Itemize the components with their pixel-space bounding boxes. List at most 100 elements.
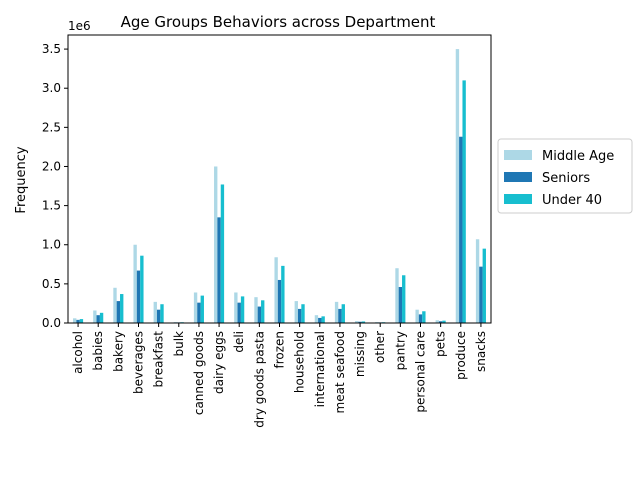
bar-under-40-deli bbox=[240, 296, 245, 323]
legend: Middle Age Seniors Under 40 bbox=[497, 138, 633, 214]
bar-seniors-personal-care bbox=[418, 314, 423, 323]
bar-seniors-frozen bbox=[277, 279, 282, 323]
bar-middle-age-babies bbox=[93, 310, 97, 323]
x-tick-label: missing bbox=[353, 331, 367, 377]
bar-under-40-international bbox=[321, 316, 325, 323]
bar-under-40-household bbox=[301, 304, 305, 323]
y-tick-label: 3.5 bbox=[42, 42, 61, 56]
bar-middle-age-snacks bbox=[475, 239, 480, 323]
y-tick-label: 2.0 bbox=[42, 159, 61, 173]
bar-middle-age-pets bbox=[435, 320, 439, 323]
bar-under-40-bakery bbox=[120, 294, 124, 323]
x-tick-label: pets bbox=[434, 331, 448, 357]
bar-under-40-beverages bbox=[140, 255, 144, 323]
x-tick-label: pantry bbox=[393, 331, 407, 370]
bar-under-40-meat-seafood bbox=[341, 304, 345, 323]
bar-seniors-dry-goods-pasta bbox=[257, 306, 262, 323]
legend-label: Seniors bbox=[542, 171, 590, 186]
y-tick-label: 0.0 bbox=[42, 316, 61, 330]
bar-seniors-missing bbox=[358, 321, 362, 323]
bar-under-40-snacks bbox=[482, 248, 486, 323]
bar-middle-age-canned-goods bbox=[193, 292, 198, 323]
bar-middle-age-beverages bbox=[133, 244, 137, 323]
y-tick-label: 1.5 bbox=[42, 199, 61, 213]
bar-seniors-pets bbox=[438, 321, 443, 323]
bar-middle-age-meat-seafood bbox=[334, 301, 339, 323]
legend-label: Under 40 bbox=[542, 193, 602, 208]
bar-middle-age-international bbox=[314, 315, 319, 323]
y-axis-ticks: 0.0 0.5 1.0 1.5 2.0 2.5 3.0 3.5 bbox=[42, 42, 68, 330]
x-tick-label: bulk bbox=[172, 331, 186, 357]
x-tick-label: babies bbox=[91, 331, 105, 371]
x-tick-label: alcohol bbox=[71, 331, 85, 374]
y-axis-label: Frequency bbox=[14, 146, 29, 213]
bar-seniors-produce bbox=[459, 136, 463, 323]
bar-seniors-deli bbox=[237, 302, 241, 323]
x-tick-label: produce bbox=[454, 331, 468, 380]
bar-under-40-dry-goods-pasta bbox=[261, 300, 265, 323]
x-tick-label: household bbox=[293, 331, 307, 393]
bar-seniors-international bbox=[318, 317, 322, 323]
bars-layer bbox=[73, 49, 486, 324]
bar-middle-age-personal-care bbox=[415, 309, 419, 323]
bar-under-40-babies bbox=[99, 312, 104, 323]
x-tick-label: breakfast bbox=[152, 331, 166, 388]
bar-seniors-household bbox=[297, 308, 302, 323]
x-tick-label: deli bbox=[232, 331, 246, 353]
y-tick-label: 2.5 bbox=[42, 120, 61, 134]
bar-under-40-breakfast bbox=[160, 304, 164, 323]
x-tick-label: frozen bbox=[273, 331, 287, 369]
legend-swatch bbox=[504, 194, 532, 204]
x-tick-label: personal care bbox=[414, 331, 428, 413]
bar-under-40-personal-care bbox=[422, 311, 426, 323]
x-tick-label: canned goods bbox=[192, 331, 206, 415]
bar-seniors-snacks bbox=[479, 266, 483, 323]
x-tick-label: other bbox=[373, 331, 387, 363]
bar-middle-age-dry-goods-pasta bbox=[254, 297, 258, 323]
bar-middle-age-pantry bbox=[395, 268, 399, 323]
bar-under-40-pets bbox=[442, 320, 446, 323]
bar-middle-age-deli bbox=[234, 292, 238, 323]
bar-under-40-canned-goods bbox=[200, 295, 204, 323]
x-tick-label: bakery bbox=[111, 331, 125, 372]
bar-under-40-dairy-eggs bbox=[220, 184, 225, 323]
y-axis-scale-label: 1e6 bbox=[68, 19, 91, 33]
x-tick-label: dry goods pasta bbox=[252, 331, 266, 428]
bar-middle-age-bakery bbox=[113, 287, 117, 323]
plot-frame bbox=[67, 34, 492, 324]
x-axis-ticks: alcohol babies bakery beverages breakfast bul… bbox=[71, 323, 488, 428]
bar-seniors-alcohol bbox=[76, 319, 80, 323]
bar-middle-age-breakfast bbox=[153, 301, 157, 323]
bar-seniors-bakery bbox=[116, 301, 121, 323]
x-tick-label: dairy eggs bbox=[212, 331, 226, 394]
bar-seniors-pantry bbox=[398, 287, 403, 323]
bar-middle-age-household bbox=[294, 301, 298, 323]
x-tick-label: international bbox=[313, 331, 327, 407]
chart-title: Age Groups Behaviors across Department bbox=[121, 13, 436, 31]
bar-middle-age-dairy-eggs bbox=[214, 166, 218, 323]
x-tick-label: snacks bbox=[474, 331, 488, 372]
y-tick-label: 1.0 bbox=[42, 238, 61, 252]
bar-under-40-pantry bbox=[402, 275, 406, 323]
bar-middle-age-alcohol bbox=[73, 318, 77, 323]
bar-under-40-produce bbox=[462, 80, 466, 324]
bar-middle-age-missing bbox=[355, 321, 359, 323]
legend-swatch bbox=[504, 150, 532, 160]
bar-seniors-canned-goods bbox=[197, 302, 201, 323]
bar-seniors-dairy-eggs bbox=[217, 217, 221, 323]
bar-seniors-babies bbox=[96, 315, 100, 323]
legend-swatch bbox=[504, 172, 532, 182]
bar-middle-age-frozen bbox=[274, 257, 278, 323]
y-tick-label: 3.0 bbox=[42, 81, 61, 95]
x-tick-label: beverages bbox=[132, 331, 146, 394]
bar-under-40-missing bbox=[361, 321, 366, 323]
bar-under-40-frozen bbox=[281, 265, 285, 323]
bar-seniors-meat-seafood bbox=[338, 308, 342, 323]
legend-label: Middle Age bbox=[542, 149, 614, 164]
x-tick-label: meat seafood bbox=[333, 331, 347, 413]
y-tick-label: 0.5 bbox=[42, 277, 61, 291]
bar-seniors-beverages bbox=[136, 270, 141, 323]
bar-under-40-alcohol bbox=[79, 319, 84, 323]
bar-seniors-breakfast bbox=[156, 309, 161, 323]
